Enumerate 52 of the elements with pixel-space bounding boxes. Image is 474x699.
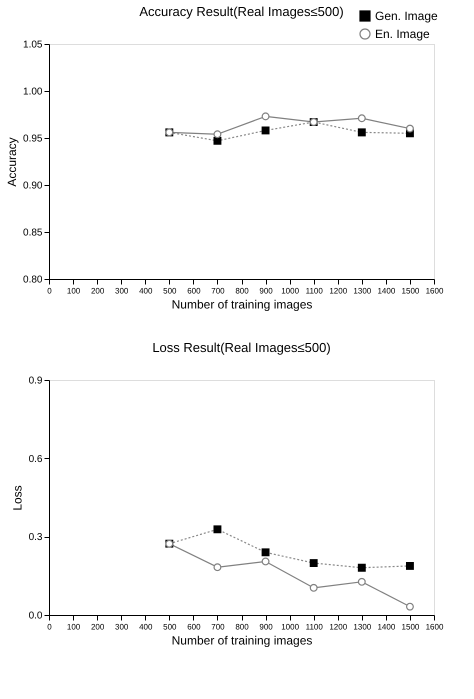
x-tick-label: 1000: [281, 286, 300, 296]
x-tick-label: 100: [66, 286, 81, 296]
x-tick-label: 400: [139, 286, 153, 296]
x-tick-label: 900: [259, 286, 274, 296]
y-axis-title: Loss: [10, 485, 25, 511]
y-tick-label: 0.6: [28, 454, 43, 465]
y-axis-title: Accuracy: [5, 137, 20, 187]
x-tick-label: 800: [235, 622, 250, 632]
x-tick-label: 300: [115, 622, 129, 632]
x-tick-label: 400: [139, 622, 153, 632]
y-tick-label: 1.00: [23, 86, 43, 98]
chart-title: Accuracy Result(Real Images≤500): [139, 4, 344, 19]
x-tick-label: 500: [163, 622, 178, 632]
x-tick-label: 1100: [306, 286, 324, 296]
y-tick-label: 0.80: [23, 274, 43, 286]
y-tick-label: 0.90: [23, 180, 43, 192]
x-tick-label: 1400: [377, 286, 396, 296]
x-tick-label: 1300: [353, 622, 372, 632]
x-tick-label: 900: [259, 622, 274, 632]
x-tick-label: 800: [235, 286, 250, 296]
y-tick-label: 0.9: [28, 376, 43, 386]
x-tick-label: 0: [47, 286, 52, 296]
x-tick-label: 1600: [426, 286, 444, 296]
chart-title: Loss Result(Real Images≤500): [152, 340, 331, 355]
x-tick-label: 600: [187, 286, 202, 296]
x-tick-label: 1200: [329, 622, 348, 632]
x-tick-label: 1500: [402, 286, 420, 296]
x-axis-title: Number of training images: [172, 298, 312, 312]
x-tick-label: 1000: [281, 622, 300, 632]
x-tick-label: 1300: [353, 286, 372, 296]
y-tick-label: 0.95: [23, 134, 43, 144]
x-tick-label: 1500: [402, 622, 420, 632]
x-tick-label: 1100: [306, 622, 324, 632]
x-tick-label: 200: [90, 286, 105, 296]
legend-label: Gen. Image: [375, 9, 438, 23]
x-tick-label: 1400: [377, 622, 396, 632]
x-tick-label: 300: [115, 286, 129, 296]
legend-label: En. Image: [375, 27, 430, 41]
x-tick-label: 100: [66, 622, 81, 632]
y-tick-label: 0.3: [28, 532, 43, 544]
x-tick-label: 0: [47, 622, 52, 632]
x-tick-label: 1600: [426, 622, 444, 632]
x-tick-label: 700: [211, 286, 226, 296]
x-tick-label: 1200: [329, 286, 348, 296]
y-tick-label: 0.85: [23, 228, 43, 238]
y-tick-label: 1.05: [23, 40, 43, 50]
y-tick-label: 0.0: [28, 610, 43, 622]
x-tick-label: 700: [211, 622, 226, 632]
x-axis-title: Number of training images: [172, 634, 312, 648]
x-tick-label: 200: [90, 622, 105, 632]
x-tick-label: 500: [163, 286, 178, 296]
x-tick-label: 600: [187, 622, 202, 632]
